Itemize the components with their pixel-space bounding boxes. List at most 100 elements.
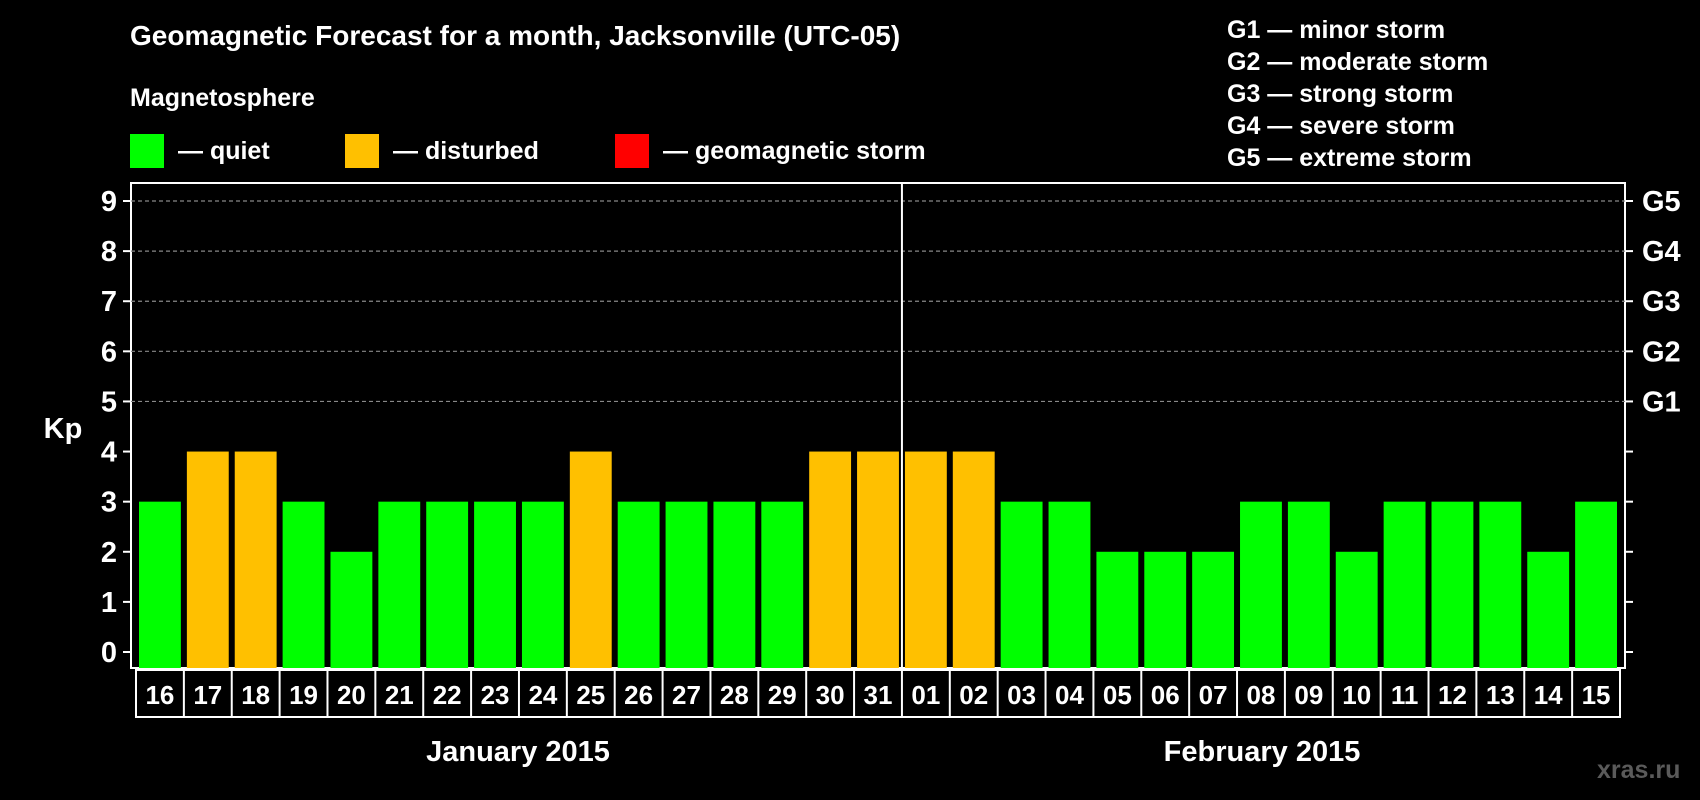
x-tick-label: 01 bbox=[911, 680, 940, 710]
month-label-january: January 2015 bbox=[426, 736, 610, 768]
g-scale-g3: G3 — strong storm bbox=[1227, 80, 1454, 108]
x-tick-label: 08 bbox=[1247, 680, 1276, 710]
bar bbox=[857, 451, 899, 668]
x-tick-label: 18 bbox=[241, 680, 270, 710]
g-scale-g2: G2 — moderate storm bbox=[1227, 48, 1489, 76]
x-tick-label: 15 bbox=[1582, 680, 1611, 710]
legend-storm-swatch bbox=[615, 134, 649, 168]
bar bbox=[1431, 501, 1474, 668]
y-tick-label: 6 bbox=[101, 336, 117, 368]
g-level-label: G2 bbox=[1642, 336, 1681, 368]
x-tick-label: 22 bbox=[433, 680, 462, 710]
bar bbox=[1527, 551, 1570, 668]
x-tick-label: 07 bbox=[1199, 680, 1228, 710]
legend-quiet: — quiet bbox=[130, 134, 270, 168]
g-scale-g4: G4 — severe storm bbox=[1227, 112, 1455, 140]
legend-quiet-swatch bbox=[130, 134, 164, 168]
x-tick-label: 09 bbox=[1294, 680, 1323, 710]
bar bbox=[1048, 501, 1091, 668]
bar bbox=[521, 501, 564, 668]
bar bbox=[234, 451, 277, 668]
x-tick-label: 17 bbox=[193, 680, 222, 710]
bar bbox=[330, 551, 373, 668]
bar bbox=[378, 501, 421, 668]
x-tick-label: 14 bbox=[1534, 680, 1563, 710]
bar bbox=[713, 501, 756, 668]
x-tick-label: 24 bbox=[528, 680, 557, 710]
y-axis-label: Kp bbox=[44, 413, 83, 445]
x-tick-label: 06 bbox=[1151, 680, 1180, 710]
bar bbox=[665, 501, 708, 668]
bar bbox=[1240, 501, 1282, 668]
bar bbox=[1000, 501, 1043, 668]
legend-disturbed-label: — disturbed bbox=[393, 136, 539, 165]
g-level-label: G4 bbox=[1642, 236, 1681, 268]
bar bbox=[952, 451, 995, 668]
x-tick-label: 04 bbox=[1055, 680, 1084, 710]
legend-disturbed: — disturbed bbox=[345, 134, 539, 168]
bar bbox=[186, 451, 229, 668]
bar bbox=[1192, 551, 1235, 668]
g-scale-legend: G1 — minor storm G2 — moderate storm G3 … bbox=[1227, 14, 1488, 174]
legend-disturbed-swatch bbox=[345, 134, 379, 168]
x-tick-label: 30 bbox=[816, 680, 845, 710]
y-tick-label: 5 bbox=[101, 386, 117, 418]
x-tick-label: 27 bbox=[672, 680, 701, 710]
x-tick-label: 05 bbox=[1103, 680, 1132, 710]
y-tick-label: 1 bbox=[101, 587, 117, 619]
g-level-label: G5 bbox=[1642, 186, 1681, 218]
x-tick-label: 16 bbox=[145, 680, 174, 710]
y-tick-label: 9 bbox=[101, 186, 117, 218]
legend-storm-label: — geomagnetic storm bbox=[663, 136, 926, 165]
bar bbox=[1383, 501, 1426, 668]
bar bbox=[1287, 501, 1330, 668]
x-tick-label: 28 bbox=[720, 680, 749, 710]
y-tick-label: 0 bbox=[101, 637, 117, 669]
x-tick-label: 21 bbox=[385, 680, 414, 710]
x-tick-label: 03 bbox=[1007, 680, 1036, 710]
x-tick-label: 31 bbox=[864, 680, 893, 710]
legend-quiet-label: — quiet bbox=[178, 136, 270, 165]
bar bbox=[617, 501, 660, 668]
bar bbox=[1575, 501, 1617, 668]
g-level-label: G1 bbox=[1642, 386, 1681, 418]
x-tick-label: 12 bbox=[1438, 680, 1467, 710]
legend-storm: — geomagnetic storm bbox=[615, 134, 926, 168]
date-row-frame bbox=[135, 669, 1621, 718]
y-tick-label: 4 bbox=[101, 437, 117, 469]
bar bbox=[1335, 551, 1378, 668]
bar bbox=[1096, 551, 1139, 668]
bar bbox=[904, 451, 947, 668]
x-tick-label: 10 bbox=[1342, 680, 1371, 710]
x-tick-label: 13 bbox=[1486, 680, 1515, 710]
y-tick-label: 7 bbox=[101, 286, 117, 318]
g-level-label: G3 bbox=[1642, 286, 1681, 318]
g-scale-g5: G5 — extreme storm bbox=[1227, 144, 1472, 172]
bar bbox=[139, 501, 181, 668]
watermark: xras.ru bbox=[1597, 756, 1681, 784]
g-scale-g1: G1 — minor storm bbox=[1227, 16, 1446, 44]
legend-subtitle: Magnetosphere bbox=[130, 84, 315, 112]
x-tick-label: 26 bbox=[624, 680, 653, 710]
bar bbox=[761, 501, 804, 668]
x-tick-label: 20 bbox=[337, 680, 366, 710]
bar bbox=[569, 451, 612, 668]
x-tick-label: 29 bbox=[768, 680, 797, 710]
bar bbox=[809, 451, 852, 668]
chart-title: Geomagnetic Forecast for a month, Jackso… bbox=[130, 20, 901, 51]
bar bbox=[426, 501, 469, 668]
bar bbox=[282, 501, 325, 668]
bar bbox=[1479, 501, 1522, 668]
month-label-february: February 2015 bbox=[1163, 736, 1361, 768]
x-tick-label: 19 bbox=[289, 680, 318, 710]
x-tick-label: 25 bbox=[576, 680, 605, 710]
y-tick-label: 8 bbox=[101, 236, 117, 268]
x-tick-label: 11 bbox=[1391, 680, 1419, 710]
y-tick-label: 3 bbox=[101, 487, 117, 519]
bar bbox=[474, 501, 516, 668]
y-tick-label: 2 bbox=[101, 537, 117, 569]
x-tick-label: 02 bbox=[959, 680, 988, 710]
bar bbox=[1144, 551, 1187, 668]
x-tick-label: 23 bbox=[481, 680, 510, 710]
